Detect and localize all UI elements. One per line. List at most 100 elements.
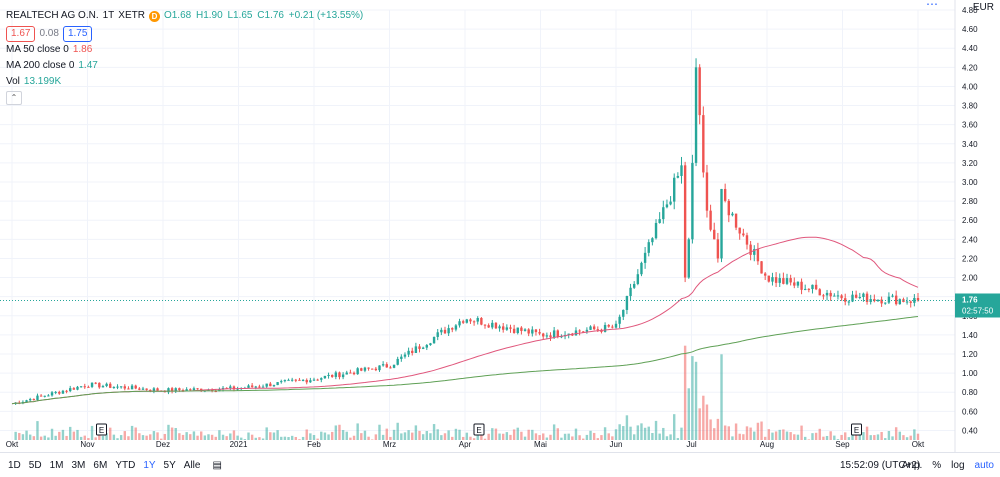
candle-body	[287, 379, 290, 381]
ask-box[interactable]: 1.75	[62, 26, 93, 42]
time-tick-label: Apr	[459, 440, 472, 449]
candle-body	[873, 299, 876, 302]
currency-label[interactable]: EUR	[973, 2, 994, 13]
candle-body	[192, 388, 196, 391]
volume-bar	[844, 432, 847, 440]
candle-body	[451, 328, 454, 330]
candle-body	[94, 382, 97, 384]
adjust-button[interactable]: Anp.	[901, 459, 923, 471]
volume-bar	[32, 436, 36, 440]
volume-bar	[50, 428, 54, 440]
volume-bar	[356, 423, 359, 440]
log-button[interactable]: log	[951, 459, 965, 471]
volume-bar	[884, 438, 887, 440]
candle-body	[432, 336, 436, 344]
volume-label[interactable]: Vol	[6, 76, 20, 87]
volume-bar	[742, 434, 745, 440]
range-1y[interactable]: 1Y	[143, 459, 156, 471]
earnings-marker-label: E	[854, 426, 859, 435]
candle-body	[349, 372, 352, 374]
volume-bar	[574, 428, 578, 440]
candle-body	[516, 327, 519, 334]
candle-body	[290, 379, 294, 381]
volume-bar	[894, 427, 898, 440]
candle-body	[585, 329, 589, 332]
candle-body	[782, 278, 785, 284]
volume-bar	[756, 422, 760, 440]
candle-body	[771, 277, 774, 282]
volume-bar	[163, 433, 167, 440]
range-3m[interactable]: 3M	[71, 459, 86, 471]
volume-bar	[159, 438, 163, 440]
volume-bar	[119, 435, 123, 440]
volume-bar	[90, 425, 94, 440]
ma50-label[interactable]: MA 50 close 0	[6, 44, 69, 55]
more-icon[interactable]: ⋯	[926, 0, 938, 11]
candle-body	[338, 372, 341, 378]
volume-bar	[458, 429, 461, 440]
ma200-label[interactable]: MA 200 close 0	[6, 60, 75, 71]
volume-bar	[523, 436, 527, 440]
volume-bar	[451, 436, 454, 440]
moving-averages	[0, 236, 955, 405]
percent-button[interactable]: %	[932, 459, 942, 471]
time-tick-label: Okt	[912, 440, 925, 449]
volume-bar	[505, 432, 509, 440]
candle-body	[545, 335, 549, 337]
volume-bar	[134, 427, 137, 440]
range-ytd[interactable]: YTD	[115, 459, 136, 471]
candle-body	[643, 252, 647, 263]
range-5y[interactable]: 5Y	[163, 459, 176, 471]
clock[interactable]: 15:52:09 (UTC+2)	[840, 459, 921, 471]
volume-bar	[272, 432, 276, 440]
volume-bar	[280, 436, 283, 440]
volume-bar	[560, 437, 563, 440]
symbol-name[interactable]: REALTECH AG O.N.	[6, 10, 99, 21]
candle-body	[567, 333, 570, 335]
volume-bar	[243, 439, 247, 440]
volume-bar	[731, 436, 734, 440]
candle-body	[210, 389, 214, 392]
ma50-value: 1.86	[72, 44, 93, 55]
candle-body	[123, 386, 126, 389]
bid-box[interactable]: 1.67	[6, 26, 36, 42]
volume-bar	[509, 434, 512, 440]
volume-bar	[47, 437, 50, 440]
volume-bar	[305, 429, 308, 440]
range-1m[interactable]: 1M	[49, 459, 64, 471]
range-6m[interactable]: 6M	[93, 459, 108, 471]
volume-bar	[94, 437, 97, 440]
volume-bar	[847, 437, 851, 440]
volume-bar	[614, 429, 618, 440]
volume-bar	[72, 431, 76, 440]
range-1d[interactable]: 1D	[8, 459, 21, 471]
candle-body	[527, 329, 530, 334]
range-5d[interactable]: 5D	[28, 459, 42, 471]
earnings-marker	[473, 423, 485, 436]
auto-button[interactable]: auto	[974, 459, 994, 471]
low-value: L1.65	[227, 10, 253, 21]
candle-body	[476, 318, 479, 322]
candle-body	[894, 295, 898, 305]
volume-bar	[665, 436, 669, 440]
volume-bar	[28, 434, 32, 440]
date-range-icon[interactable]: ▤	[212, 459, 222, 471]
candle-body	[494, 322, 498, 329]
volume-bar	[83, 435, 86, 440]
collapse-legend-icon[interactable]: ⌃	[6, 91, 22, 105]
candle-body	[258, 386, 261, 388]
volume-bar	[720, 354, 723, 440]
range-alle[interactable]: Alle	[183, 459, 201, 471]
volume-bar	[167, 424, 170, 440]
volume-bar	[138, 433, 141, 440]
volume-bar	[549, 434, 552, 440]
volume-bar	[385, 428, 388, 440]
candle-body	[822, 295, 825, 297]
volume-bar	[443, 433, 447, 440]
price-tick-label: 4.00	[962, 82, 978, 91]
candle-body	[916, 297, 920, 301]
volume-bar	[542, 433, 545, 440]
candle-body	[127, 388, 130, 390]
